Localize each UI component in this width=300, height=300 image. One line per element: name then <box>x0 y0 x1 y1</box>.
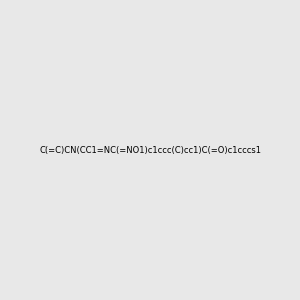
Text: C(=C)CN(CC1=NC(=NO1)c1ccc(C)cc1)C(=O)c1cccs1: C(=C)CN(CC1=NC(=NO1)c1ccc(C)cc1)C(=O)c1c… <box>39 146 261 154</box>
